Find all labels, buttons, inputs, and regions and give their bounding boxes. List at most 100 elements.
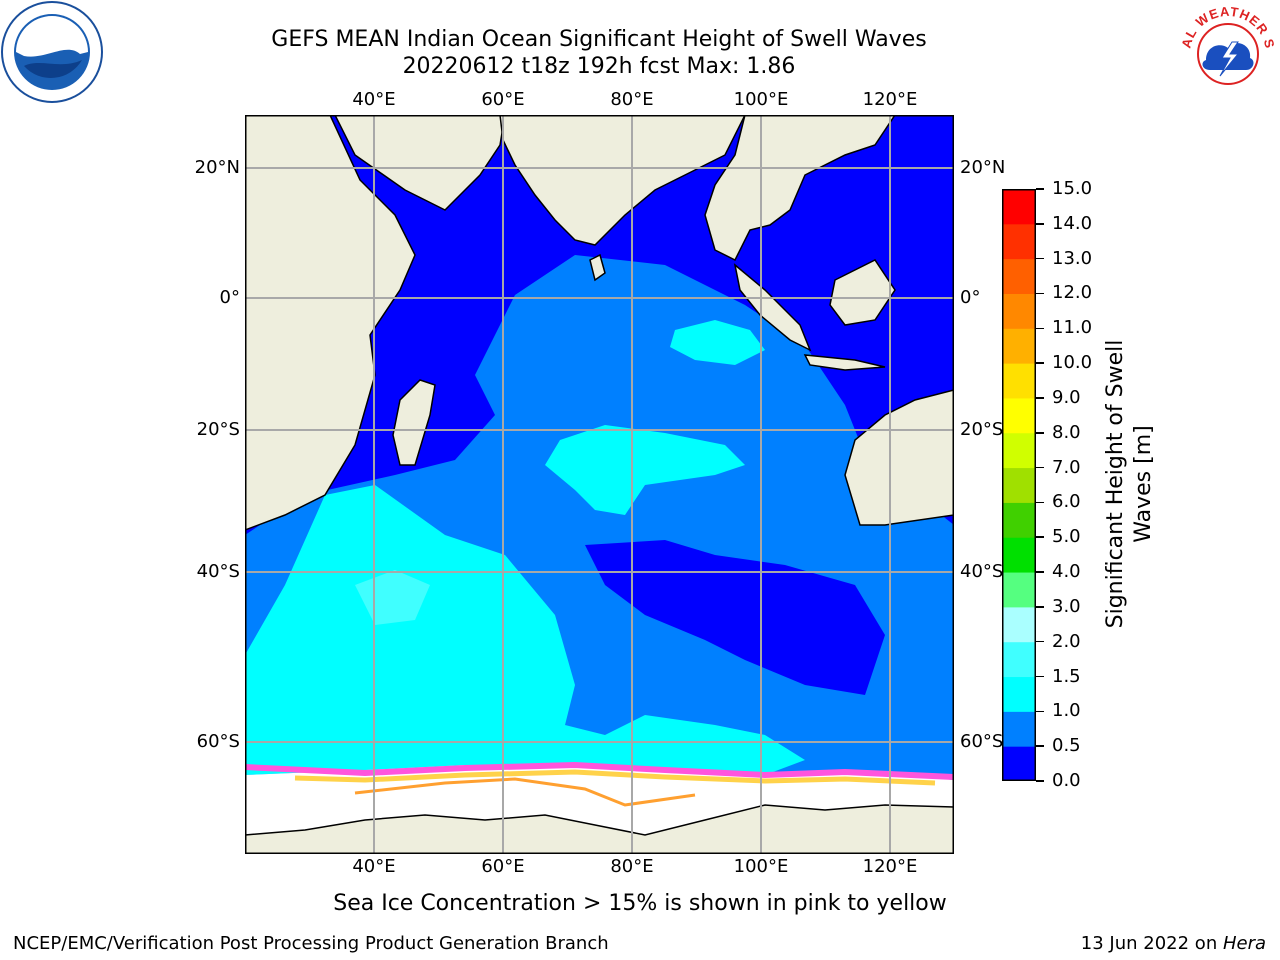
map-frame	[245, 115, 954, 854]
sea-ice-edge-yellow	[294, 769, 936, 786]
colorbar-segment	[1002, 189, 1036, 225]
land-madagascar	[392, 379, 436, 466]
sea-ice-note: Sea Ice Concentration > 15% is shown in …	[333, 891, 947, 916]
colorbar-tick-label: 9.0	[1052, 386, 1081, 408]
land-sri-lanka	[589, 253, 606, 282]
lat-tick-label-right: 0°	[960, 287, 981, 308]
colorbar-tick-mark	[1036, 571, 1044, 573]
colorbar-tick-mark	[1036, 606, 1044, 608]
lon-tick-label-bottom: 80°E	[610, 856, 654, 877]
colorbar-tick-label: 3.0	[1052, 595, 1081, 617]
colorbar-frame	[1002, 189, 1036, 781]
sea-ice-edge-pink	[245, 761, 954, 780]
land-australia	[844, 389, 954, 526]
colorbar-tick-label: 4.0	[1052, 561, 1081, 583]
colorbar-tick-label: 1.0	[1052, 700, 1081, 722]
colorbar-tick-mark	[1036, 466, 1044, 469]
colorbar-tick-label: 6.0	[1052, 491, 1081, 513]
colorbar-tick-label: 2.0	[1052, 630, 1081, 652]
colorbar-segment	[1002, 432, 1036, 469]
noaa-logo: NOAA	[1, 1, 103, 103]
swell-band-1.0-1.5-equator	[670, 320, 765, 365]
colorbar-tick-mark	[1036, 223, 1044, 225]
map-grid	[245, 115, 954, 854]
lat-tick-label-left: 20°N	[194, 157, 240, 178]
colorbar-label-line1: Significant Height of Swell	[1103, 339, 1128, 629]
lon-tick-label-top: 120°E	[862, 89, 918, 110]
land-java	[803, 354, 886, 371]
swell-band-0.0-0.5-south	[585, 540, 885, 695]
colorbar-segment	[1002, 363, 1036, 399]
footer-machine: Hera	[1222, 933, 1266, 954]
colorbar-tick-mark	[1036, 536, 1044, 538]
swell-band-1.0-1.5-central	[545, 425, 745, 515]
colorbar-segment	[1002, 223, 1036, 260]
colorbar-tick-mark	[1036, 397, 1044, 399]
colorbar-tick-mark	[1036, 432, 1044, 434]
colorbar-segment	[1002, 537, 1036, 573]
colorbar-tick-label: 7.0	[1052, 456, 1081, 478]
colorbar-segment	[1002, 293, 1036, 329]
footer-date: 13 Jun 2022 on Hera	[1081, 933, 1266, 954]
lat-tick-label-left: 60°S	[196, 731, 240, 752]
colorbar-label-line2: Waves [m]	[1131, 425, 1156, 543]
colorbar-tick-label: 8.0	[1052, 421, 1081, 443]
nws-logo: NATIONAL WEATHER SERVICE	[1176, 2, 1277, 85]
land-india	[499, 115, 746, 246]
land-antarctica	[245, 804, 954, 854]
colorbar-tick-mark	[1036, 640, 1044, 643]
land-borneo	[829, 259, 896, 326]
lat-tick-label-left: 20°S	[196, 419, 240, 440]
lon-tick-label-top: 40°E	[352, 89, 396, 110]
colorbar-tick-mark	[1036, 675, 1044, 678]
colorbar-tick-mark	[1036, 710, 1044, 713]
colorbar-tick-mark	[1036, 292, 1044, 295]
lon-tick-label-bottom: 120°E	[862, 856, 918, 877]
colorbar-tick-mark	[1036, 188, 1044, 190]
colorbar-segment	[1002, 328, 1036, 364]
swell-height-map	[245, 115, 954, 854]
colorbar-tick-label: 5.0	[1052, 526, 1081, 548]
lat-tick-label-left: 0°	[219, 287, 240, 308]
map-subtitle: 20220612 t18z 192h fcst Max: 1.86	[402, 54, 796, 79]
footer-credit: NCEP/EMC/Verification Post Processing Pr…	[13, 933, 609, 954]
colorbar-segment	[1002, 746, 1036, 781]
colorbar-segment	[1002, 606, 1036, 643]
colorbar-tick-mark	[1036, 780, 1044, 782]
lon-tick-label-top: 60°E	[481, 89, 525, 110]
lon-tick-label-top: 100°E	[733, 89, 789, 110]
lon-tick-label-bottom: 40°E	[352, 856, 396, 877]
colorbar-tick-label: 0.5	[1052, 735, 1081, 757]
colorbar-tick-label: 15.0	[1052, 178, 1093, 199]
colorbar-tick-label: 10.0	[1052, 352, 1093, 374]
lat-tick-label-right: 40°S	[960, 561, 1004, 582]
map-title: GEFS MEAN Indian Ocean Significant Heigh…	[271, 27, 927, 52]
lon-tick-label-top: 80°E	[610, 89, 654, 110]
colorbar-segment	[1002, 711, 1036, 747]
noaa-logo-text: NOAA	[30, 24, 74, 41]
colorbar-tick-label: 13.0	[1052, 247, 1093, 269]
colorbar-tick-mark	[1036, 362, 1044, 364]
colorbar-tick-label: 12.0	[1052, 282, 1093, 304]
colorbar-segment	[1002, 641, 1036, 678]
colorbar-tick-mark	[1036, 327, 1044, 330]
colorbar-label: Significant Height of Swell Waves [m]	[1102, 304, 1158, 664]
colorbar-segment	[1002, 467, 1036, 503]
colorbar-segment	[1002, 572, 1036, 608]
lat-tick-label-right: 20°S	[960, 419, 1004, 440]
land-sumatra	[733, 263, 812, 352]
colorbar-segment	[1002, 397, 1036, 434]
colorbar	[1002, 189, 1036, 781]
colorbar-segment	[1002, 502, 1036, 538]
colorbar-tick-mark	[1036, 745, 1044, 747]
lat-tick-label-right: 20°N	[960, 157, 1006, 178]
lat-tick-label-right: 60°S	[960, 731, 1004, 752]
swell-band-1.0-1.5-southwest	[245, 485, 805, 775]
footer-date-text: 13 Jun 2022 on	[1080, 933, 1223, 954]
colorbar-tick-mark	[1036, 501, 1044, 504]
sea-ice-edge-orange	[354, 777, 696, 807]
colorbar-tick-label: 14.0	[1052, 212, 1093, 234]
lon-tick-label-bottom: 100°E	[733, 856, 789, 877]
colorbar-tick-mark	[1036, 257, 1044, 260]
lon-tick-label-bottom: 60°E	[481, 856, 525, 877]
